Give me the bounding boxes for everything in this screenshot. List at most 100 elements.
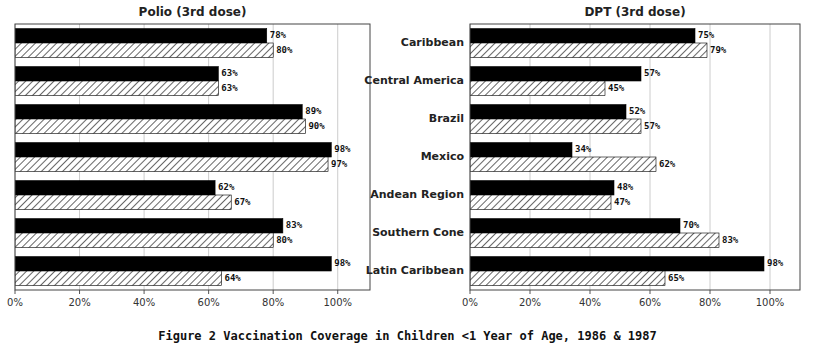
data-label: 65% [668, 273, 685, 283]
x-tick-label: 40% [579, 297, 601, 308]
bar [15, 43, 273, 57]
data-label: 57% [644, 68, 661, 78]
chart-panel: Polio (3rd dose) 0% 20% 40% 60% 80% 100% 78% 80%… [7, 5, 370, 308]
data-label: 48% [617, 182, 634, 192]
tick-mark [470, 290, 471, 294]
x-tick-label: 20% [68, 297, 90, 308]
plot-frame [470, 24, 800, 290]
tick-mark [208, 290, 209, 294]
tick-mark [79, 290, 80, 294]
main-title: Figure 2 Vaccination Coverage in Childre… [158, 329, 657, 343]
x-tick-label: 80% [699, 297, 721, 308]
chart-title: Polio (3rd dose) [139, 5, 247, 19]
bar [470, 43, 707, 57]
bar [15, 29, 267, 43]
data-label: 64% [225, 273, 242, 283]
data-label: 98% [334, 144, 351, 154]
data-label: 62% [218, 182, 235, 192]
y-tick-label: Mexico [421, 150, 465, 163]
data-label: 45% [608, 83, 625, 93]
data-label: 89% [305, 106, 322, 116]
data-labels: 78%80%63%63%89%90%98%97%62%67%83%80%98%6… [218, 30, 351, 282]
grid-line [710, 24, 711, 290]
data-label: 63% [221, 83, 238, 93]
tick-mark [337, 290, 338, 294]
plot-frame [15, 24, 370, 290]
bars [15, 29, 331, 286]
bar [470, 105, 626, 119]
bar [15, 271, 222, 285]
y-tick-label: Andean Region [370, 188, 464, 201]
tick-mark [590, 290, 591, 294]
data-label: 67% [234, 197, 251, 207]
grid-line [770, 24, 771, 290]
x-tick-label: 60% [198, 297, 220, 308]
bar [470, 257, 764, 271]
bar [15, 105, 302, 119]
bar [15, 219, 283, 233]
tick-mark [273, 290, 274, 294]
x-tick-label: 40% [133, 297, 155, 308]
bar [470, 157, 656, 171]
bar [470, 219, 680, 233]
tick-mark [530, 290, 531, 294]
y-tick-label: Brazil [429, 112, 464, 125]
x-tick-label: 20% [519, 297, 541, 308]
bar [470, 233, 719, 247]
bar [470, 67, 641, 81]
x-tick-label: 100% [323, 297, 352, 308]
data-label: 80% [276, 45, 293, 55]
data-labels: 75%79%57%45%52%57%34%62%48%47%70%83%98%6… [575, 30, 784, 282]
bar [15, 157, 328, 171]
data-label: 75% [698, 30, 715, 40]
data-label: 97% [331, 159, 348, 169]
x-tick-label: 100% [756, 297, 785, 308]
y-tick-label: Caribbean [401, 36, 464, 49]
x-tick-label: 0% [462, 297, 478, 308]
tick-mark [650, 290, 651, 294]
bars [470, 29, 764, 286]
grid-line [337, 24, 338, 290]
chart-panel: DPT (3rd dose) 0% 20% 40% 60% 80% 100% 75% 79% 57… [364, 5, 800, 308]
x-tick-label: 80% [262, 297, 284, 308]
y-tick-label: Latin Caribbean [366, 264, 464, 277]
bar [470, 29, 695, 43]
figure: Polio (3rd dose) 0% 20% 40% 60% 80% 100% 78% 80%… [0, 0, 815, 352]
data-label: 98% [334, 258, 351, 268]
bar [470, 119, 641, 133]
bar [15, 81, 218, 95]
data-label: 63% [221, 68, 238, 78]
data-label: 70% [683, 220, 700, 230]
data-label: 78% [270, 30, 287, 40]
tick-mark [770, 290, 771, 294]
bar [470, 81, 605, 95]
bar [15, 119, 305, 133]
bar [470, 271, 665, 285]
bar [15, 181, 215, 195]
bar [15, 143, 331, 157]
data-label: 34% [575, 144, 592, 154]
data-label: 52% [629, 106, 646, 116]
bar [15, 67, 218, 81]
data-label: 79% [710, 45, 727, 55]
data-label: 90% [308, 121, 325, 131]
bar [470, 143, 572, 157]
bar [15, 233, 273, 247]
data-label: 80% [276, 235, 293, 245]
x-tick-label: 0% [7, 297, 23, 308]
data-label: 98% [767, 258, 784, 268]
y-tick-label: Central America [364, 74, 464, 87]
tick-mark [15, 290, 16, 294]
bar [470, 195, 611, 209]
data-label: 47% [614, 197, 631, 207]
chart-title: DPT (3rd dose) [584, 5, 685, 19]
data-label: 57% [644, 121, 661, 131]
bar [15, 257, 331, 271]
tick-mark [710, 290, 711, 294]
y-tick-label: Southern Cone [372, 226, 464, 239]
tick-mark [144, 290, 145, 294]
bar [470, 181, 614, 195]
bar [15, 195, 231, 209]
data-label: 83% [722, 235, 739, 245]
x-tick-label: 60% [639, 297, 661, 308]
